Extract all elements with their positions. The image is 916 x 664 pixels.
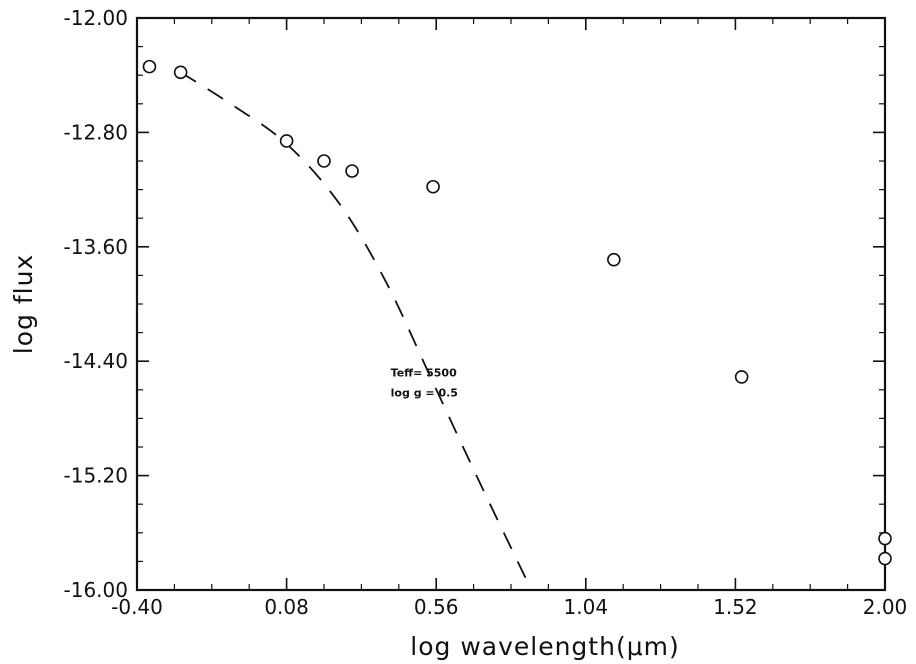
- y-tick-label: -16.00: [64, 578, 128, 602]
- y-tick-label: -12.80: [64, 120, 128, 144]
- x-tick-label: 0.56: [414, 595, 459, 619]
- data-point: [734, 370, 749, 384]
- data-point: [142, 59, 157, 74]
- annotation-label: log g = 0.5: [391, 387, 458, 400]
- y-tick-label: -14.40: [64, 349, 128, 373]
- data-points: [142, 59, 892, 566]
- y-tick-labels: -12.00 -12.80 -13.60 -14.40 -15.20 -16.00: [64, 6, 128, 602]
- x-tick-label: 1.04: [564, 595, 609, 619]
- y-tick-label: -13.60: [64, 235, 128, 259]
- plot-frame: [135, 16, 887, 592]
- x-tick-label: 0.08: [264, 595, 309, 619]
- x-tick-label: 1.52: [713, 595, 758, 619]
- data-point: [317, 154, 331, 168]
- y-tick-label: -12.00: [64, 6, 128, 30]
- model-curve: [180, 71, 528, 581]
- data-point: [607, 252, 621, 267]
- x-tick-label: -0.40: [111, 595, 163, 619]
- data-point: [426, 179, 440, 194]
- data-point: [878, 531, 892, 546]
- x-tick-label: 2.00: [863, 595, 908, 619]
- data-point: [878, 551, 892, 566]
- y-tick-label: -15.20: [64, 464, 128, 488]
- data-point: [345, 164, 359, 178]
- x-axis-title: log wavelength(μm): [410, 632, 679, 661]
- annotations: Teff= 5500 log g = 0.5: [391, 367, 458, 400]
- data-point: [173, 65, 188, 80]
- y-axis-title: log flux: [9, 254, 38, 354]
- annotation-label: Teff= 5500: [391, 367, 457, 380]
- data-point: [279, 134, 294, 148]
- x-tick-labels: -0.40 0.08 0.56 1.04 1.52 2.00: [111, 595, 907, 619]
- model-curve-line: [180, 71, 528, 581]
- tick-marks: [136, 17, 886, 591]
